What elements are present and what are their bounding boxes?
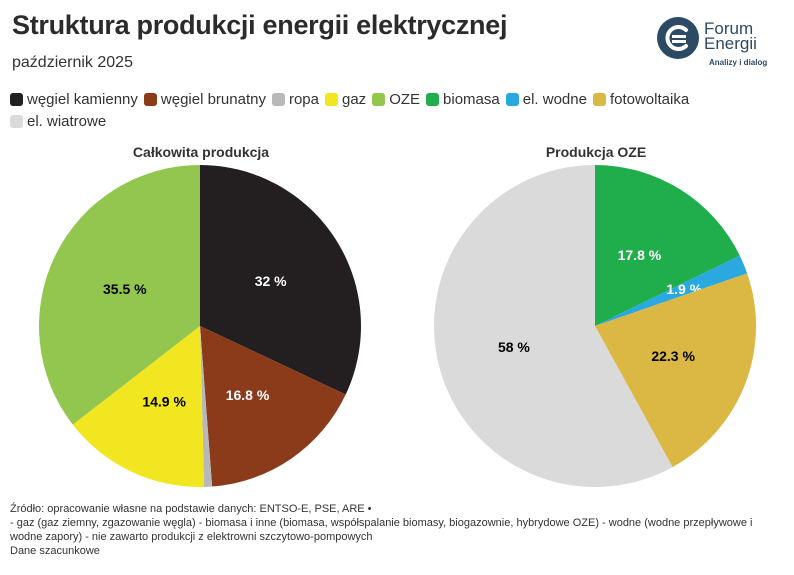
pie-slice-węgiel-brunatny bbox=[200, 326, 346, 487]
legend-item: węgiel brunatny bbox=[143, 90, 266, 109]
legend-item: el. wiatrowe bbox=[10, 112, 106, 131]
pie-slice-el-wiatrowe bbox=[434, 165, 673, 487]
legend-swatch bbox=[10, 115, 23, 128]
legend-label: el. wodne bbox=[522, 91, 587, 108]
footer-estimate-note: Dane szacunkowe bbox=[10, 545, 100, 557]
logo-tagline: Analizy i dialog bbox=[709, 58, 768, 67]
pie-slice-ropa bbox=[200, 326, 213, 487]
page-subtitle: październik 2025 bbox=[12, 54, 133, 71]
pie-data-label: 32 % bbox=[255, 273, 287, 289]
pie-data-label: 17.8 % bbox=[618, 247, 662, 263]
page-title: Struktura produkcji energii elektrycznej bbox=[12, 10, 508, 40]
pie-slice-fotowoltaika bbox=[595, 273, 756, 468]
legend-swatch bbox=[505, 93, 519, 106]
legend-item: OZE bbox=[372, 90, 420, 109]
legend-item: węgiel kamienny bbox=[10, 90, 138, 109]
chart-title-oze: Produkcja OZE bbox=[545, 144, 647, 160]
legend-swatch bbox=[325, 93, 338, 106]
legend-swatch bbox=[592, 93, 606, 106]
legend-item: fotowoltaika bbox=[592, 90, 690, 109]
chart-title-total: Całkowita produkcja bbox=[132, 144, 270, 160]
legend-swatch bbox=[426, 93, 440, 106]
pie-slice-oze bbox=[39, 165, 200, 425]
legend-item: gaz bbox=[325, 90, 366, 109]
legend-label: ropa bbox=[288, 91, 319, 108]
legend-swatch bbox=[10, 93, 23, 106]
pie-data-label: 22.3 % bbox=[651, 348, 695, 364]
legend-swatch bbox=[372, 93, 386, 106]
legend-swatch bbox=[143, 93, 157, 106]
legend-item: ropa bbox=[271, 90, 319, 109]
legend-item: biomasa bbox=[426, 90, 500, 109]
pie-slice-gaz bbox=[72, 326, 205, 488]
legend-label: gaz bbox=[342, 91, 367, 108]
legend-swatch bbox=[271, 93, 285, 106]
logo-text-forum: Forum bbox=[704, 19, 754, 38]
pie-data-label: 35.5 % bbox=[103, 281, 147, 297]
pie-data-label: 16.8 % bbox=[226, 387, 270, 403]
pie-data-label: 14.9 % bbox=[142, 394, 186, 410]
logo-icon bbox=[657, 17, 699, 59]
forum-energii-logo: Forum Energii Analizy i dialog bbox=[654, 12, 784, 72]
legend-label: fotowoltaika bbox=[609, 91, 690, 108]
footer-source: Źródło: opracowanie własne na podstawie … bbox=[10, 503, 372, 515]
logo-text-energii: Energii bbox=[704, 34, 757, 53]
legend-label: węgiel brunatny bbox=[160, 91, 266, 108]
legend-label: OZE bbox=[389, 91, 421, 108]
legend-item: el. wodne bbox=[505, 90, 587, 109]
legend-label: węgiel kamienny bbox=[27, 91, 138, 108]
footer-notes: Źródło: opracowanie własne na podstawie … bbox=[10, 502, 780, 558]
pie-data-label: 58 % bbox=[498, 339, 530, 355]
chart-legend: węgiel kamienny węgiel brunatny ropa gaz OZE… bbox=[10, 90, 770, 131]
legend-label: biomasa bbox=[443, 91, 500, 108]
pie-slice-biomasa bbox=[595, 165, 740, 326]
pie-slice-węgiel-kamienny bbox=[200, 165, 361, 395]
footer-definitions: - gaz (gaz ziemny, zgazowanie węgla) - b… bbox=[10, 517, 753, 543]
pie-slice-el-wodne bbox=[595, 255, 748, 326]
legend-label: el. wiatrowe bbox=[27, 113, 107, 130]
